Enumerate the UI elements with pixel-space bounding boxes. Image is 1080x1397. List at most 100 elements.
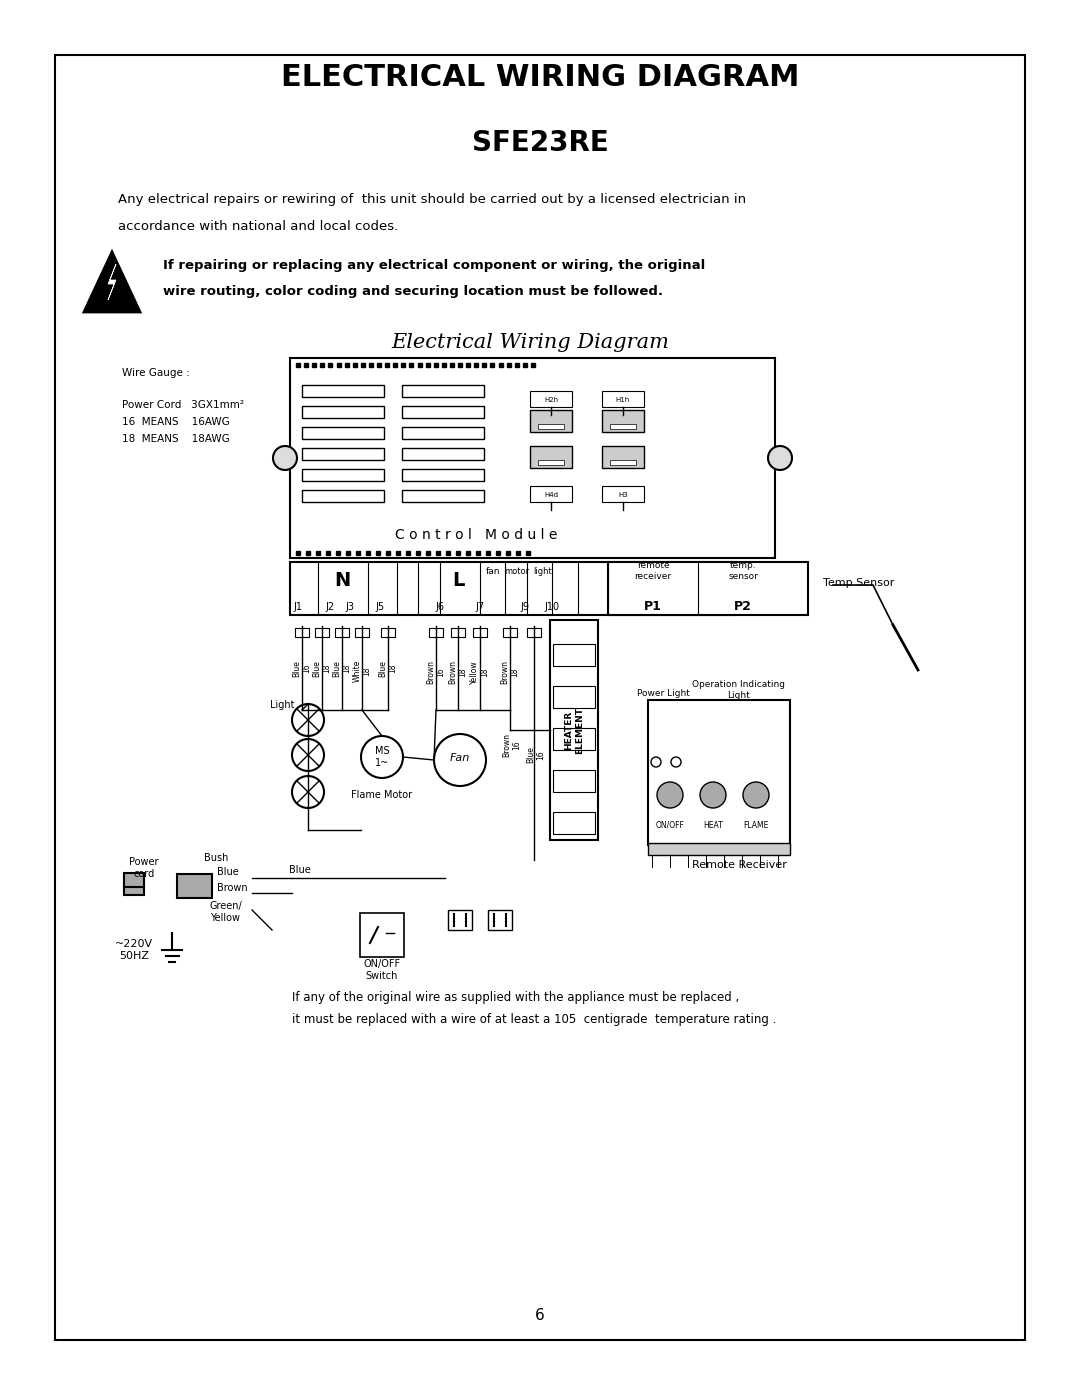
Polygon shape bbox=[108, 264, 116, 300]
Text: C o n t r o l   M o d u l e: C o n t r o l M o d u l e bbox=[395, 528, 557, 542]
Bar bbox=[610, 460, 636, 465]
Text: wire routing, color coding and securing location must be followed.: wire routing, color coding and securing … bbox=[163, 285, 663, 299]
Text: 6: 6 bbox=[535, 1308, 545, 1323]
Bar bbox=[55, 54, 1025, 1340]
Text: Operation Indicating
Light: Operation Indicating Light bbox=[691, 680, 784, 700]
Text: Green/
Yellow: Green/ Yellow bbox=[210, 901, 243, 923]
Text: Blue: Blue bbox=[289, 865, 311, 875]
Text: Fan: Fan bbox=[450, 753, 470, 763]
Text: motor: motor bbox=[504, 567, 529, 576]
Text: Brown
18: Brown 18 bbox=[500, 659, 519, 685]
Circle shape bbox=[657, 782, 683, 807]
Bar bbox=[381, 629, 395, 637]
Circle shape bbox=[700, 782, 726, 807]
Text: SFE23RE: SFE23RE bbox=[472, 129, 608, 156]
Text: H4d: H4d bbox=[544, 492, 558, 497]
Bar bbox=[295, 629, 309, 637]
Text: Flame Motor: Flame Motor bbox=[351, 789, 413, 800]
Text: P2: P2 bbox=[734, 601, 752, 613]
Bar bbox=[291, 358, 775, 557]
Text: Power
cord: Power cord bbox=[130, 858, 159, 879]
Bar bbox=[402, 469, 484, 481]
Text: Bush: Bush bbox=[204, 854, 228, 863]
Text: remote
receiver: remote receiver bbox=[634, 562, 672, 581]
Bar bbox=[553, 770, 595, 792]
Text: ELECTRICAL WIRING DIAGRAM: ELECTRICAL WIRING DIAGRAM bbox=[281, 63, 799, 92]
Text: Power Light: Power Light bbox=[636, 689, 689, 697]
Text: ~220V
50HZ: ~220V 50HZ bbox=[114, 939, 153, 961]
Text: Wire Gauge :: Wire Gauge : bbox=[122, 367, 190, 379]
Text: temp.
sensor: temp. sensor bbox=[728, 562, 758, 581]
Bar bbox=[124, 873, 144, 895]
Text: Temp Sensor: Temp Sensor bbox=[823, 578, 894, 588]
Bar bbox=[530, 409, 572, 432]
Bar bbox=[473, 629, 487, 637]
Text: White
18: White 18 bbox=[352, 659, 372, 682]
Bar bbox=[402, 490, 484, 502]
Bar bbox=[530, 391, 572, 407]
Bar bbox=[538, 460, 564, 465]
Text: J3: J3 bbox=[346, 602, 354, 612]
Bar bbox=[302, 427, 384, 439]
Bar bbox=[602, 486, 644, 502]
Bar bbox=[503, 629, 517, 637]
Text: J2: J2 bbox=[325, 602, 335, 612]
Circle shape bbox=[743, 782, 769, 807]
Bar bbox=[402, 407, 484, 418]
Bar bbox=[648, 842, 789, 855]
Circle shape bbox=[292, 739, 324, 771]
Bar bbox=[648, 700, 789, 845]
Text: J7: J7 bbox=[475, 602, 485, 612]
Bar bbox=[302, 469, 384, 481]
Bar bbox=[527, 629, 541, 637]
Text: ON/OFF
Switch: ON/OFF Switch bbox=[364, 960, 401, 981]
Bar bbox=[553, 728, 595, 750]
Text: Light: Light bbox=[270, 700, 294, 710]
Bar bbox=[302, 490, 384, 502]
Text: Power Cord   3GX1mm²: Power Cord 3GX1mm² bbox=[122, 400, 244, 409]
Circle shape bbox=[434, 733, 486, 787]
Text: Brown
16: Brown 16 bbox=[427, 659, 446, 685]
Text: fan: fan bbox=[486, 567, 500, 576]
Text: Remote Receiver: Remote Receiver bbox=[691, 861, 786, 870]
Circle shape bbox=[651, 757, 661, 767]
Text: Electrical Wiring Diagram: Electrical Wiring Diagram bbox=[391, 332, 669, 352]
Bar bbox=[360, 914, 404, 957]
Bar bbox=[451, 629, 465, 637]
Text: Brown
16: Brown 16 bbox=[502, 733, 522, 757]
Bar bbox=[302, 407, 384, 418]
Text: Blue
18: Blue 18 bbox=[378, 659, 397, 678]
Text: P1: P1 bbox=[644, 601, 662, 613]
Text: Blue
18: Blue 18 bbox=[312, 659, 332, 678]
Text: HEATER
ELEMENT: HEATER ELEMENT bbox=[564, 707, 583, 753]
Text: H2h: H2h bbox=[544, 397, 558, 402]
Bar bbox=[402, 386, 484, 397]
Circle shape bbox=[292, 704, 324, 736]
Bar bbox=[429, 629, 443, 637]
Text: L: L bbox=[451, 570, 464, 590]
Bar bbox=[550, 620, 598, 840]
Bar bbox=[448, 909, 472, 930]
Polygon shape bbox=[84, 251, 140, 312]
Text: HEAT: HEAT bbox=[703, 820, 723, 830]
Text: Any electrical repairs or rewiring of  this unit should be carried out by a lice: Any electrical repairs or rewiring of th… bbox=[118, 194, 746, 207]
Bar bbox=[315, 629, 329, 637]
Text: FLAME: FLAME bbox=[743, 820, 769, 830]
Text: H1h: H1h bbox=[616, 397, 630, 402]
Circle shape bbox=[273, 446, 297, 469]
Text: ON/OFF: ON/OFF bbox=[656, 820, 685, 830]
Bar bbox=[553, 644, 595, 666]
Text: accordance with national and local codes.: accordance with national and local codes… bbox=[118, 219, 399, 232]
Bar bbox=[553, 686, 595, 708]
Bar bbox=[530, 446, 572, 468]
Bar bbox=[302, 448, 384, 460]
Text: J5: J5 bbox=[376, 602, 384, 612]
Text: 16  MEANS    16AWG: 16 MEANS 16AWG bbox=[122, 416, 230, 427]
Text: Blue: Blue bbox=[217, 868, 239, 877]
Bar bbox=[302, 386, 384, 397]
Text: light: light bbox=[534, 567, 552, 576]
Circle shape bbox=[361, 736, 403, 778]
Bar bbox=[602, 391, 644, 407]
Bar bbox=[602, 409, 644, 432]
Text: If any of the original wire as supplied with the appliance must be replaced ,: If any of the original wire as supplied … bbox=[292, 992, 739, 1004]
